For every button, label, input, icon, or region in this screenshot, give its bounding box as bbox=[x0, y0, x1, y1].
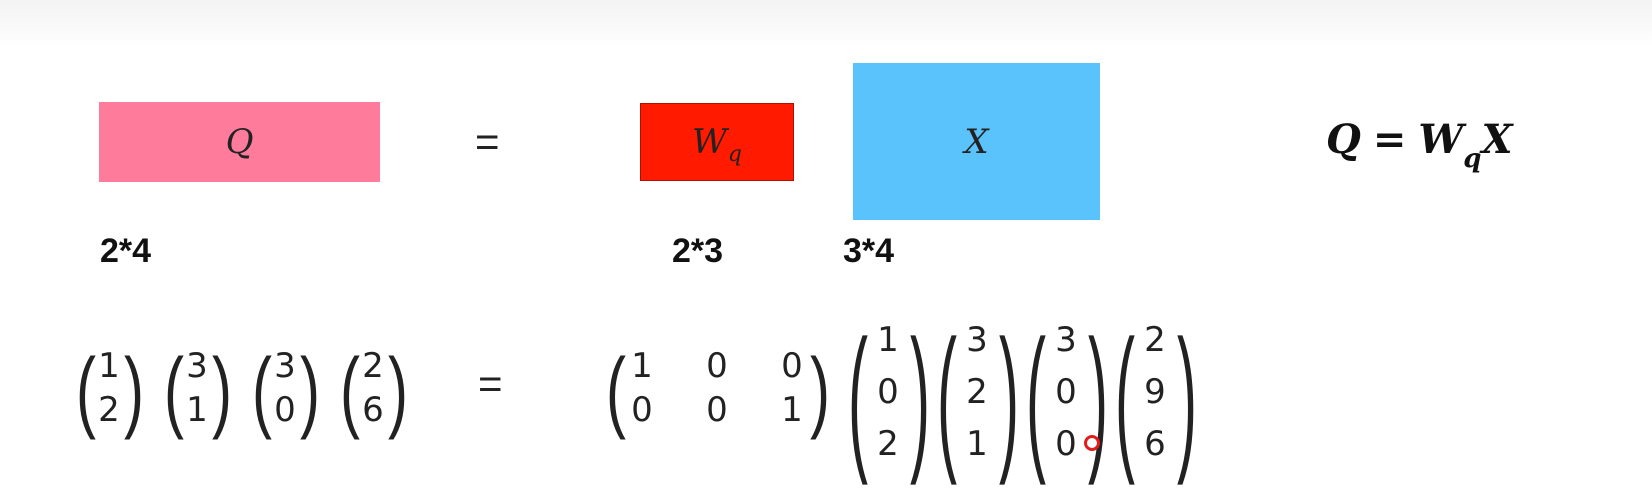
q-column-2-right-paren: ) bbox=[300, 340, 320, 441]
q-cell: 3 bbox=[186, 346, 208, 386]
x-cell: 2 bbox=[877, 424, 899, 464]
cursor-indicator-icon bbox=[1084, 435, 1100, 451]
wq-matrix-right-paren: ) bbox=[810, 340, 830, 441]
x-column-0-left-paren: ( bbox=[848, 307, 868, 487]
x-column-1-left-paren: ( bbox=[937, 307, 957, 487]
q-cell: 0 bbox=[274, 390, 296, 430]
x-cell: 9 bbox=[1144, 372, 1166, 412]
q-box-label: Q bbox=[225, 122, 254, 162]
formula-lhs: Q bbox=[1326, 116, 1361, 163]
q-column-3-right-paren: ) bbox=[388, 340, 408, 441]
x-cell: 0 bbox=[1055, 424, 1077, 464]
x-cell: 1 bbox=[966, 424, 988, 464]
q-cell: 2 bbox=[98, 390, 120, 430]
x-matrix-box: X bbox=[853, 63, 1100, 220]
q-cell: 6 bbox=[362, 390, 384, 430]
q-column-1-left-paren: ( bbox=[164, 340, 184, 441]
formula: Q = WqX bbox=[1326, 116, 1513, 174]
x-cell: 3 bbox=[966, 320, 988, 360]
x-cell: 2 bbox=[966, 372, 988, 412]
wq-box-subscript: q bbox=[727, 141, 743, 167]
x-column-2-left-paren: ( bbox=[1026, 307, 1046, 487]
wq-cell: 1 bbox=[631, 346, 653, 386]
wq-cell: 0 bbox=[631, 390, 653, 430]
formula-subscript: q bbox=[1463, 144, 1482, 174]
wq-cell: 0 bbox=[706, 346, 728, 386]
x-box-label: X bbox=[964, 121, 989, 162]
x-cell: 6 bbox=[1144, 424, 1166, 464]
x-cell: 3 bbox=[1055, 320, 1077, 360]
x-column-3-left-paren: ( bbox=[1115, 307, 1135, 487]
q-cell: 1 bbox=[98, 346, 120, 386]
equals-sign-bottom: = bbox=[478, 360, 503, 407]
x-column-0-right-paren: ) bbox=[910, 307, 930, 487]
x-column-1-right-paren: ) bbox=[999, 307, 1019, 487]
q-column-0-right-paren: ) bbox=[124, 340, 144, 441]
x-cell: 0 bbox=[877, 372, 899, 412]
q-column-3-left-paren: ( bbox=[340, 340, 360, 441]
q-column-1-right-paren: ) bbox=[212, 340, 232, 441]
wq-cell: 0 bbox=[781, 346, 803, 386]
q-dimension-label: 2*4 bbox=[100, 232, 152, 270]
wq-cell: 0 bbox=[706, 390, 728, 430]
equals-sign-top: = bbox=[475, 118, 500, 165]
x-column-3-right-paren: ) bbox=[1177, 307, 1197, 487]
wq-dimension-label: 2*3 bbox=[672, 232, 724, 270]
q-cell: 3 bbox=[274, 346, 296, 386]
wq-matrix-left-paren: ( bbox=[606, 340, 626, 441]
q-matrix-box: Q bbox=[99, 102, 380, 182]
x-column-2-right-paren: ) bbox=[1088, 307, 1108, 487]
formula-w: W bbox=[1418, 116, 1464, 163]
wq-box-label: W bbox=[691, 122, 727, 162]
q-column-2-left-paren: ( bbox=[252, 340, 272, 441]
top-bar bbox=[0, 0, 1652, 48]
wq-cell: 1 bbox=[781, 390, 803, 430]
x-cell: 1 bbox=[877, 320, 899, 360]
q-cell: 1 bbox=[186, 390, 208, 430]
formula-x: X bbox=[1481, 116, 1513, 163]
x-dimension-label: 3*4 bbox=[843, 232, 895, 270]
q-cell: 2 bbox=[362, 346, 384, 386]
x-cell: 0 bbox=[1055, 372, 1077, 412]
q-column-0-left-paren: ( bbox=[76, 340, 96, 441]
x-cell: 2 bbox=[1144, 320, 1166, 360]
formula-equals: = bbox=[1372, 116, 1407, 163]
